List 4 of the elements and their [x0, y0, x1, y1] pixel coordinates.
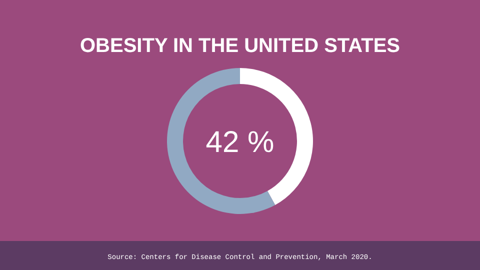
donut-slice	[167, 68, 276, 214]
chart-title: OBESITY IN THE UNITED STATES	[80, 35, 400, 57]
text: 42 %	[206, 126, 274, 159]
donut-slice	[240, 68, 313, 205]
